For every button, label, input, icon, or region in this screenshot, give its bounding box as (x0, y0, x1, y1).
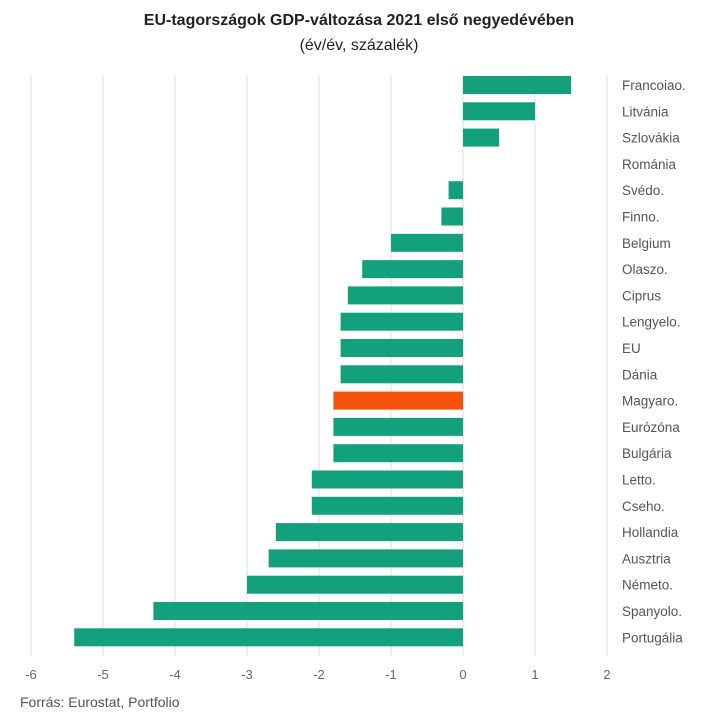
category-label: Ausztria (622, 551, 671, 566)
bar-1 (463, 102, 535, 121)
bar-0 (463, 76, 571, 94)
bar-9 (340, 312, 463, 331)
bar-18 (268, 549, 463, 568)
source-note: Forrás: Eurostat, Portfolio (20, 694, 180, 710)
category-label: Francoiao. (622, 78, 686, 93)
category-label: Cseho. (622, 499, 665, 514)
category-label: Lengyelo. (622, 315, 681, 330)
category-label: Ciprus (622, 288, 661, 303)
bar-7 (362, 260, 463, 279)
bar-12 (333, 391, 463, 410)
category-label: Svédo. (622, 183, 664, 198)
chart-title: EU-tagországok GDP-változása 2021 első n… (143, 12, 575, 29)
category-label: Portugália (622, 630, 683, 645)
bar-11 (340, 365, 463, 384)
category-label: Olaszo. (622, 262, 668, 277)
category-label: Eurózóna (622, 420, 680, 435)
bar-4 (448, 181, 463, 200)
x-tick-label: -1 (385, 667, 397, 682)
chart-subtitle: (év/év, százalék) (299, 37, 419, 54)
x-tick-label: -6 (25, 667, 37, 682)
bar-14 (333, 444, 463, 463)
bar-6 (391, 233, 463, 252)
bar-16 (311, 496, 463, 515)
category-label: Letto. (622, 473, 656, 488)
category-label: Dánia (622, 367, 658, 382)
category-label: Hollandia (622, 525, 679, 540)
bar-chart: -6 -5 -4 -3 -2 -1 0 1 2 Francoiao. Litvánia Szlovák… (25, 75, 686, 682)
bar-17 (275, 523, 463, 542)
x-tick-label: 1 (531, 667, 538, 682)
bar-13 (333, 417, 463, 436)
x-tick-label: 0 (459, 667, 466, 682)
bar-8 (347, 286, 463, 305)
category-label: Spanyolo. (622, 604, 682, 619)
category-label: Szlovákia (622, 131, 680, 146)
category-label: Bulgária (622, 446, 672, 461)
bar-5 (441, 207, 463, 226)
x-tick-label: -3 (241, 667, 253, 682)
category-label: Németo. (622, 578, 673, 593)
bar-21 (74, 628, 463, 647)
x-tick-label: 2 (603, 667, 610, 682)
bar-2 (463, 128, 499, 147)
category-label: Finno. (622, 210, 660, 225)
bar-19 (247, 575, 463, 594)
x-tick-label: -5 (97, 667, 109, 682)
category-label: Magyaro. (622, 394, 678, 409)
category-label: Románia (622, 157, 677, 172)
x-tick-label: -2 (313, 667, 325, 682)
x-tick-label: -4 (169, 667, 181, 682)
bar-20 (153, 602, 463, 620)
category-label: EU (622, 341, 641, 356)
bar-10 (340, 339, 463, 357)
category-label: Belgium (622, 236, 671, 251)
bar-15 (311, 470, 463, 489)
category-label: Litvánia (622, 104, 669, 119)
